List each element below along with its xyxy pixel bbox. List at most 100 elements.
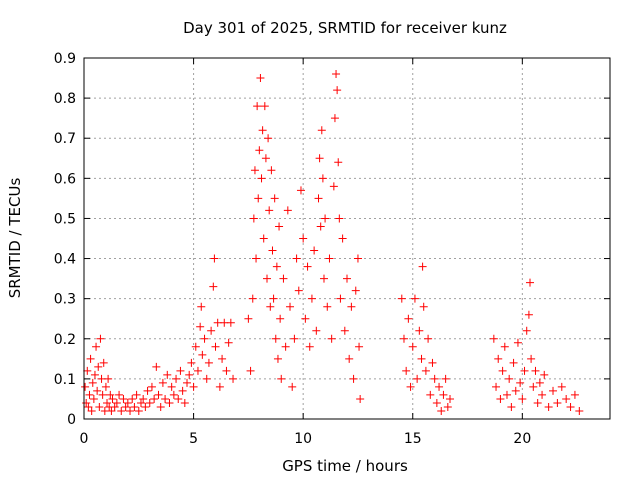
data-point bbox=[266, 302, 275, 311]
data-point bbox=[522, 326, 531, 335]
data-point bbox=[136, 398, 145, 407]
axis-ticks: 0 0.1 0.2 0.3 0.4 0.5 0.6 0.7 0.8 0.9 0 5 10 15 20 bbox=[54, 51, 610, 447]
x-tick-label: 15 bbox=[404, 431, 422, 447]
data-point bbox=[270, 194, 279, 203]
data-point bbox=[211, 342, 220, 351]
data-point bbox=[343, 274, 351, 283]
data-point bbox=[204, 358, 213, 367]
data-point bbox=[408, 342, 417, 351]
data-point bbox=[161, 394, 170, 403]
data-point bbox=[255, 146, 264, 155]
data-point bbox=[103, 398, 112, 407]
data-point bbox=[303, 262, 312, 271]
data-point bbox=[121, 402, 130, 411]
data-point bbox=[524, 310, 533, 319]
data-point bbox=[544, 402, 553, 411]
data-point bbox=[353, 254, 362, 263]
data-point bbox=[104, 374, 113, 383]
data-points bbox=[81, 70, 584, 415]
data-point bbox=[185, 370, 194, 379]
data-point bbox=[200, 334, 209, 343]
data-point bbox=[269, 294, 278, 303]
data-point bbox=[134, 406, 143, 415]
plot-border bbox=[83, 57, 611, 420]
data-point bbox=[562, 394, 571, 403]
data-point bbox=[87, 406, 96, 415]
data-point bbox=[402, 366, 411, 375]
data-point bbox=[410, 294, 419, 303]
data-point bbox=[347, 302, 356, 311]
data-point bbox=[259, 234, 268, 243]
data-point bbox=[513, 338, 522, 347]
data-point bbox=[575, 406, 584, 415]
data-point bbox=[96, 334, 105, 343]
data-point bbox=[107, 406, 116, 415]
data-point bbox=[128, 394, 137, 403]
data-point bbox=[99, 358, 108, 367]
data-point bbox=[172, 374, 181, 383]
y-tick-label: 0.8 bbox=[54, 91, 76, 107]
y-tick-label: 0 bbox=[67, 412, 76, 428]
data-point bbox=[286, 302, 295, 311]
data-point bbox=[167, 382, 176, 391]
data-point bbox=[101, 382, 110, 391]
data-point bbox=[294, 286, 303, 295]
data-point bbox=[193, 366, 202, 375]
data-point bbox=[265, 206, 274, 215]
data-point bbox=[261, 154, 270, 163]
data-point bbox=[277, 374, 286, 383]
data-point bbox=[496, 394, 505, 403]
data-point bbox=[418, 262, 427, 271]
data-point bbox=[553, 398, 562, 407]
data-point bbox=[502, 390, 511, 399]
data-point bbox=[500, 342, 509, 351]
data-point bbox=[246, 366, 255, 375]
data-point bbox=[191, 342, 200, 351]
data-point bbox=[336, 294, 345, 303]
data-point bbox=[198, 350, 207, 359]
data-point bbox=[132, 390, 141, 399]
data-point bbox=[424, 334, 433, 343]
data-point bbox=[511, 386, 520, 395]
data-point bbox=[229, 374, 238, 383]
data-point bbox=[178, 386, 187, 395]
x-axis-label: GPS time / hours bbox=[282, 457, 408, 475]
data-point bbox=[264, 134, 273, 143]
data-point bbox=[88, 378, 97, 387]
data-point bbox=[83, 366, 92, 375]
data-point bbox=[404, 314, 413, 323]
data-point bbox=[323, 302, 332, 311]
y-tick-label: 0.2 bbox=[54, 332, 76, 348]
data-point bbox=[321, 214, 330, 223]
data-point bbox=[152, 362, 161, 371]
data-point bbox=[81, 382, 90, 391]
y-axis-label: SRMTID / TECUs bbox=[6, 178, 24, 299]
data-point bbox=[443, 402, 452, 411]
data-point bbox=[538, 390, 547, 399]
data-point bbox=[516, 378, 525, 387]
data-point bbox=[275, 222, 284, 231]
data-point bbox=[535, 378, 544, 387]
data-point bbox=[312, 326, 321, 335]
data-point bbox=[338, 234, 347, 243]
y-tick-label: 0.9 bbox=[54, 51, 76, 67]
data-point bbox=[355, 342, 364, 351]
data-point bbox=[176, 366, 185, 375]
data-point bbox=[527, 354, 536, 363]
data-point bbox=[489, 334, 498, 343]
data-point bbox=[557, 382, 566, 391]
data-point bbox=[296, 186, 305, 195]
y-tick-label: 0.5 bbox=[54, 211, 76, 227]
data-point bbox=[435, 382, 444, 391]
data-point bbox=[299, 234, 308, 243]
data-point bbox=[207, 326, 216, 335]
data-point bbox=[165, 398, 174, 407]
grid-lines bbox=[84, 58, 610, 419]
data-point bbox=[85, 390, 94, 399]
data-point bbox=[399, 334, 408, 343]
data-point bbox=[256, 74, 265, 83]
data-point bbox=[301, 314, 310, 323]
data-point bbox=[218, 354, 227, 363]
data-point bbox=[290, 334, 299, 343]
